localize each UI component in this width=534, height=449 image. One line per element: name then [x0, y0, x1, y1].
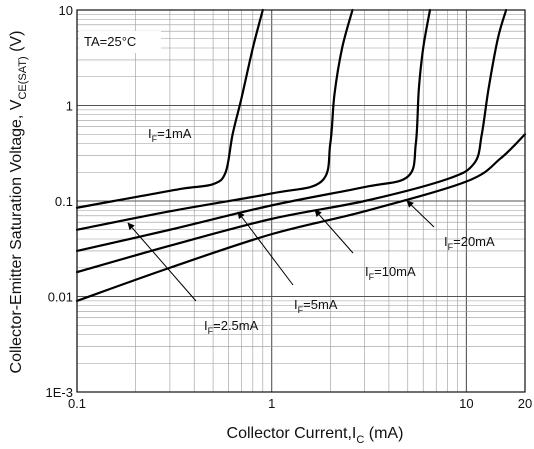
y-tick-label: 0.01	[48, 290, 73, 305]
series-line-if20	[75, 133, 527, 302]
series-label-if20: IF=20mA	[444, 234, 495, 252]
x-tick-label: 1	[268, 396, 275, 411]
y-tick-label: 10	[59, 3, 73, 18]
series-line-if5	[75, 8, 432, 253]
x-tick-label: 0.1	[68, 396, 86, 411]
y-tick-label: 1	[66, 99, 73, 114]
y-axis-title: Collector-Emitter Saturation Voltage, VC…	[8, 31, 29, 374]
annotation-arrow	[314, 209, 354, 254]
series-label-if1: IF=1mA	[148, 126, 192, 144]
series-label-if10: IF=10mA	[365, 264, 416, 282]
annotation-arrow	[237, 211, 294, 286]
annotation-arrow	[406, 200, 435, 228]
y-tick-label: 1E-3	[46, 385, 73, 400]
series-labels: IF=1mA IF=2.5mA IF=5mA IF=10mA IF=20mA	[148, 126, 495, 336]
series-line-if10	[75, 8, 508, 274]
plot-frame	[76, 9, 526, 393]
series-label-if2_5: IF=2.5mA	[204, 318, 259, 336]
series-label-if5: IF=5mA	[294, 297, 338, 315]
series-line-if1	[75, 8, 264, 209]
temperature-annotation: TA=25°C	[79, 31, 161, 53]
x-axis-title: Collector Current,IC (mA)	[227, 425, 404, 446]
x-tick-label: 20	[518, 396, 532, 411]
grid	[76, 9, 526, 393]
temperature-label: TA=25°C	[84, 34, 136, 49]
annotation-arrow	[127, 222, 197, 302]
series-group	[75, 8, 527, 302]
y-tick-label: 0.1	[55, 194, 73, 209]
annotation-arrows	[127, 200, 435, 302]
series-line-if2_5	[75, 8, 354, 231]
tick-labels: 0.1 1 10 20 1E-3 0.01 0.1 1 10	[46, 3, 533, 411]
x-tick-label: 10	[459, 396, 473, 411]
